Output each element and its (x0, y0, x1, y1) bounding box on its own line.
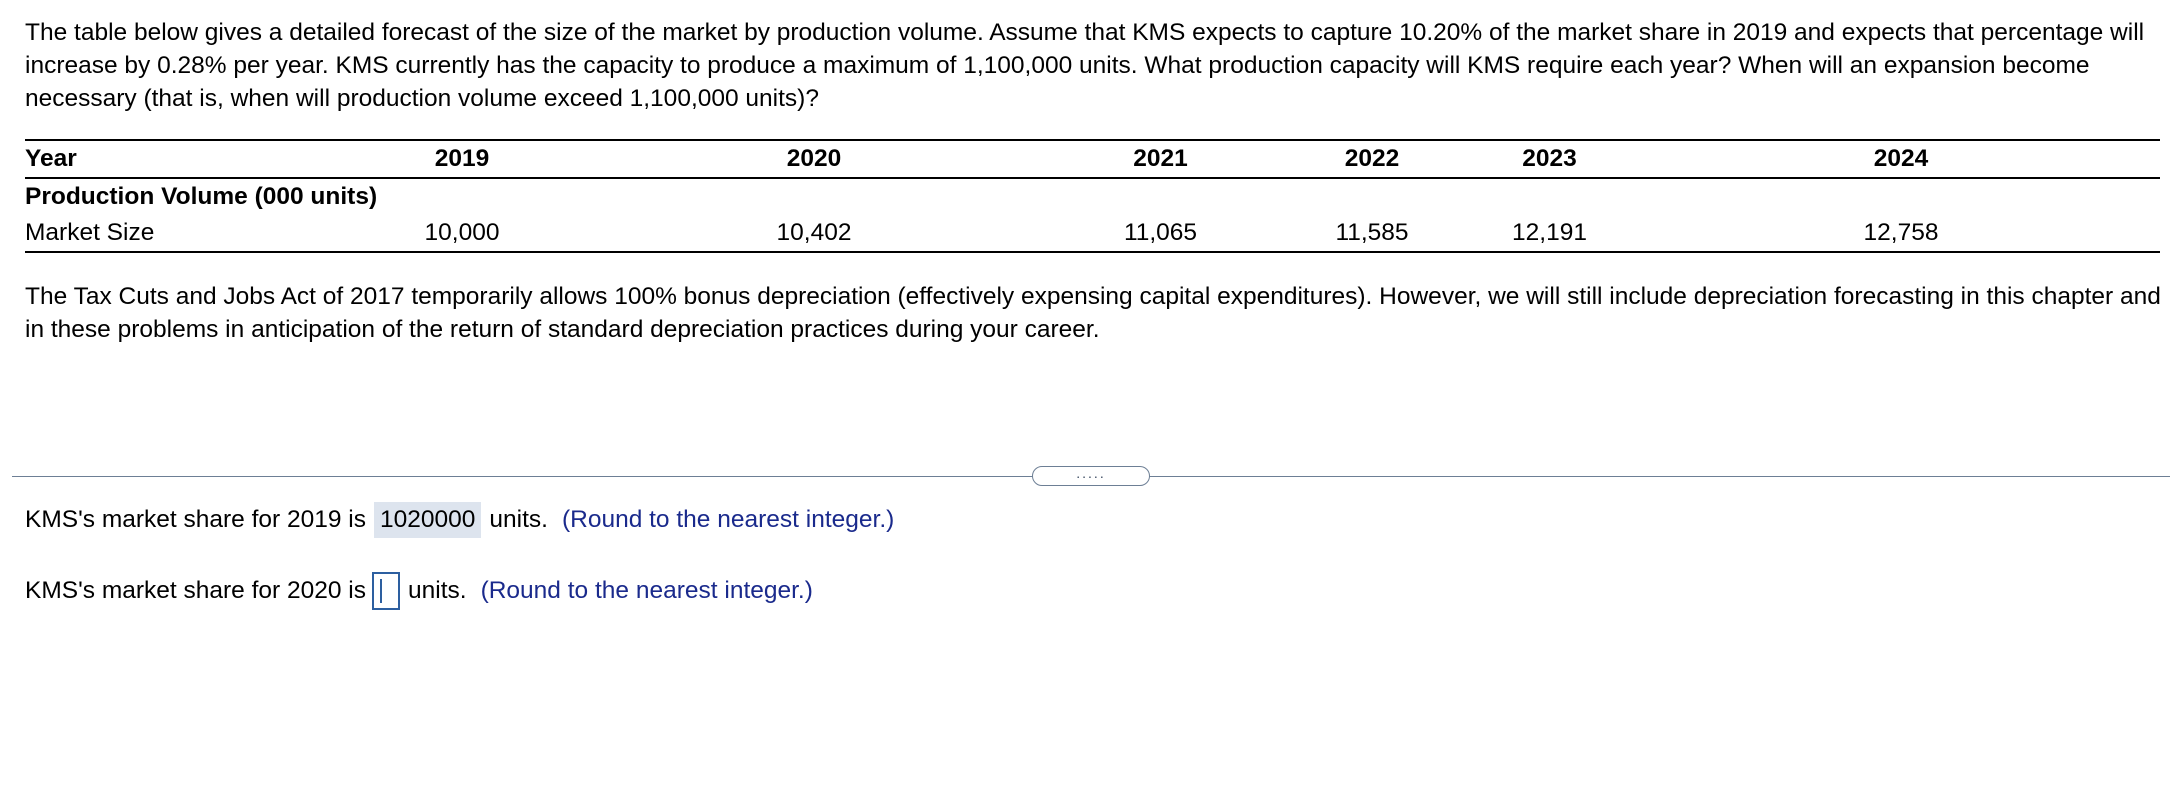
table-section-row: Production Volume (000 units) (25, 178, 2160, 215)
market-forecast-table: Year 2019 2020 2021 2022 2023 2024 Produ… (25, 139, 2160, 253)
market-size-2020: 10,402 (776, 219, 852, 246)
market-size-2019: 10,000 (424, 219, 500, 246)
divider-expand-handle[interactable]: ..... (1032, 466, 1150, 486)
market-forecast-table-container: Year 2019 2020 2021 2022 2023 2024 Produ… (25, 139, 2160, 253)
q2-prefix-text: KMS's market share for 2020 is (25, 577, 367, 604)
year-2022-header: 2022 (1344, 145, 1400, 172)
text-caret (380, 579, 382, 603)
q1-prefix-text: KMS's market share for 2019 is (25, 506, 367, 533)
q2-suffix-text: units. (408, 577, 467, 604)
market-size-2024: 12,758 (1863, 219, 1939, 246)
year-2020-header: 2020 (786, 145, 842, 172)
year-2023-header: 2023 (1522, 145, 1577, 172)
q2-rounding-hint: (Round to the nearest integer.) (480, 577, 813, 604)
market-size-2022: 11,585 (1335, 219, 1409, 246)
year-header: Year (25, 145, 77, 172)
year-2024-header: 2024 (1873, 145, 1929, 172)
market-size-2021: 11,065 (1123, 219, 1198, 246)
q2-answer-input[interactable] (372, 572, 401, 610)
question-2020-line: KMS's market share for 2020 is units. (R… (25, 572, 813, 610)
depreciation-note-text: The Tax Cuts and Jobs Act of 2017 tempor… (25, 283, 2161, 343)
market-size-2023: 12,191 (1512, 219, 1587, 246)
q1-suffix-text: units. (489, 506, 548, 533)
market-size-label: Market Size (25, 219, 155, 246)
table-row: Market Size 10,000 10,402 11,065 11,585 … (25, 215, 2160, 252)
question-intro-text: The table below gives a detailed forecas… (25, 19, 2145, 112)
q1-rounding-hint: (Round to the nearest integer.) (561, 506, 895, 533)
table-header-row: Year 2019 2020 2021 2022 2023 2024 (25, 140, 2160, 178)
q1-answer-value: 1020000 (374, 502, 482, 538)
production-volume-label: Production Volume (000 units) (25, 183, 378, 210)
year-2019-header: 2019 (434, 145, 490, 172)
year-2021-header: 2021 (1133, 145, 1188, 172)
question-2019-line: KMS's market share for 2019 is 1020000 u… (25, 502, 894, 538)
